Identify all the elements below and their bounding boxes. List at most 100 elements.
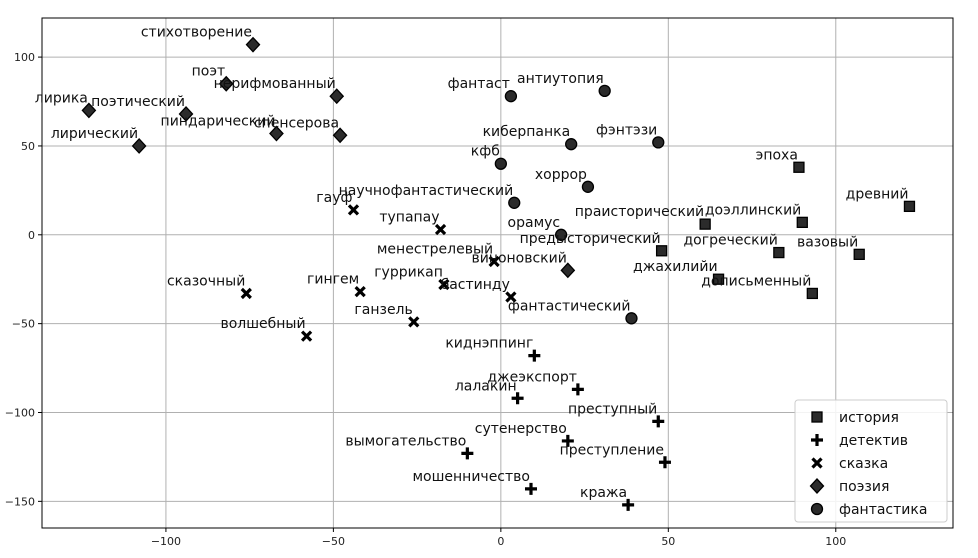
y-tick-label: 100 [14,51,35,64]
point-label: научнофантастический [339,183,514,199]
legend-box [794,399,948,523]
marker-plus [811,434,823,446]
marker-plus [461,447,474,460]
marker-circle [598,84,611,98]
marker-diamond [178,106,194,122]
data-points [81,36,916,511]
point-label: преступный [568,401,657,417]
marker-circle [581,180,595,193]
point-label: предысторический [520,231,661,247]
point-label: гингем [307,272,359,288]
marker-diamond [809,478,825,494]
y-tick-label: −150 [5,495,35,508]
point-label: поэтический [91,94,185,110]
point-label: фэнтэзи [596,122,657,138]
marker-diamond [329,88,345,105]
point-label: нерифмованный [214,76,336,92]
marker-x [408,316,420,328]
point-label: поэт [192,64,226,80]
marker-circle [625,312,638,325]
marker-circle [810,502,824,516]
point-label: бастинду [441,277,510,293]
marker-circle [652,136,665,149]
point-label: сказочный [167,273,245,289]
y-tick-label: 0 [28,229,35,242]
marker-x [240,287,252,300]
point-label: стихотворение [141,25,252,41]
point-label: вазовый [797,234,858,250]
point-label: менестрелевый [377,241,493,257]
marker-plus [652,415,665,428]
point-label: ганзель [354,302,412,318]
point-label: тупапау [379,209,439,225]
marker-square [806,287,818,300]
marker-circle [494,157,507,170]
point-label: виноновский [471,250,566,266]
y-tick-label: 50 [21,140,35,153]
y-tick-label: −50 [12,318,35,331]
marker-plus [511,392,524,405]
point-label: гуррикап [374,265,443,281]
marker-square [712,273,725,285]
point-label: пиндарический [161,114,276,130]
point-label: волшебный [220,316,305,332]
point-label: лалакин [455,378,517,394]
marker-square [655,245,668,257]
legend-entry-label: детектив [839,433,908,449]
point-label: доэллинский [705,202,801,218]
marker-x [354,286,366,298]
marker-x [347,204,360,216]
point-label: фантаст [448,76,510,92]
marker-square [699,218,711,230]
marker-x [434,223,447,236]
marker-square [853,248,865,260]
marker-plus [524,482,537,495]
marker-x [488,255,500,268]
point-label: кража [580,485,627,501]
legend-entry-label: история [839,410,899,426]
marker-diamond [560,262,576,279]
marker-square [811,411,823,423]
point-label: кфб [471,144,500,160]
marker-circle [554,228,568,241]
x-tick-label: 50 [661,535,675,548]
point-label: киднэппинг [445,336,533,352]
point-label: лирика [35,90,88,106]
y-tick-label: −100 [5,406,35,419]
marker-circle [508,196,521,209]
point-label: хоррор [535,167,587,183]
point-label: вымогательство [345,433,466,449]
point-label: дописьменный [701,273,811,289]
point-label: эпоха [756,147,798,163]
point-label: сутенерство [475,421,567,437]
marker-circle [504,90,518,103]
point-label: мошенничество [412,469,530,485]
point-label: преступление [560,442,664,458]
point-label: антиутопия [517,71,604,87]
marker-plus [571,383,584,396]
x-tick-label: −50 [322,535,345,548]
point-label: лирический [51,126,138,142]
marker-diamond [332,127,348,144]
marker-plus [528,349,541,362]
point-label: джеэкспорт [487,369,577,385]
marker-plus [622,498,635,511]
point-label: праисторический [575,204,704,220]
x-tick-label: 0 [497,535,504,548]
legend-entry-label: поэзия [839,479,889,495]
point-label: догреческий [683,233,777,249]
marker-plus [658,456,671,469]
point-label: древний [846,186,909,202]
marker-x [505,291,517,303]
marker-square [796,216,808,229]
point-label: спенсерова [254,115,339,131]
marker-diamond [269,125,284,142]
legend-entry-label: сказка [839,456,888,472]
marker-x [300,330,313,342]
point-label: джахилийи [633,259,718,275]
legend-entry-label: фантастика [839,502,927,518]
legend: история детектив сказка поэзия фантастика [794,399,948,523]
x-tick-label: 100 [825,535,846,548]
point-label: орамус [508,215,561,231]
marker-diamond [218,75,234,92]
